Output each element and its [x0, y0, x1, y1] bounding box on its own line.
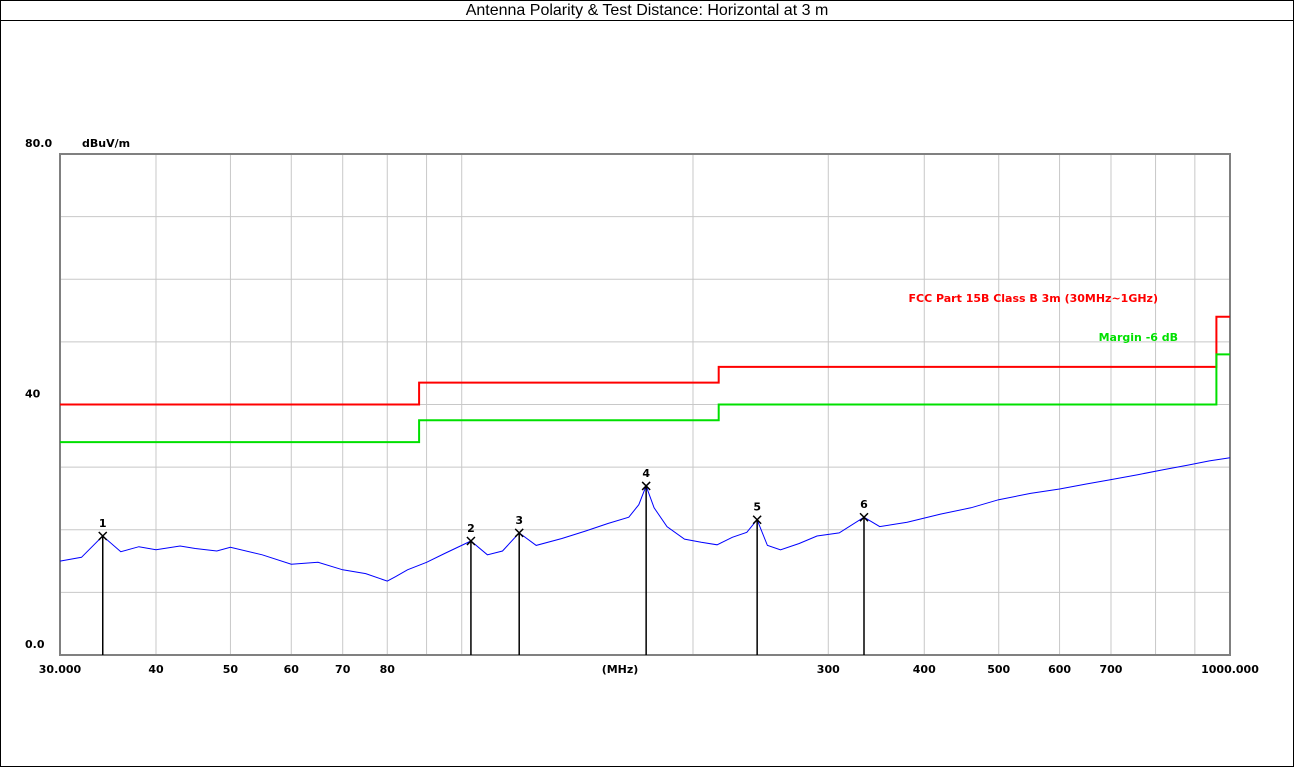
- y-tick-label: 40: [25, 388, 41, 401]
- x-tick-label: 50: [223, 663, 239, 676]
- marker-cross: [752, 515, 762, 525]
- x-tick-label: 80: [380, 663, 396, 676]
- chart-title: Antenna Polarity & Test Distance: Horizo…: [466, 2, 829, 19]
- marker-label: 6: [860, 498, 868, 511]
- marker-label: 5: [753, 501, 761, 514]
- y-tick-label: 0.0: [25, 638, 45, 651]
- x-tick-label: 30.000: [39, 663, 82, 676]
- marker-cross: [466, 536, 476, 546]
- x-tick-label: 400: [913, 663, 936, 676]
- marker-cross: [98, 531, 108, 541]
- marker-label: 1: [99, 517, 107, 530]
- series-line: [60, 315, 1230, 406]
- x-tick-label: 500: [987, 663, 1010, 676]
- x-tick-label: 60: [284, 663, 300, 676]
- x-tick-label: 700: [1100, 663, 1123, 676]
- series-line: [59, 457, 1231, 582]
- y-unit: dBuV/m: [82, 137, 130, 150]
- marker-label: 3: [515, 514, 523, 527]
- x-tick-label: 1000.000: [1201, 663, 1259, 676]
- y-tick-label: 80.0: [25, 137, 52, 150]
- x-tick-label: 70: [335, 663, 351, 676]
- x-tick-label: 300: [817, 663, 840, 676]
- marker-label: 2: [467, 522, 475, 535]
- x-tick-label: 600: [1048, 663, 1071, 676]
- legend-label: Margin -6 dB: [1099, 331, 1178, 344]
- legend-label: FCC Part 15B Class B 3m (30MHz~1GHz): [909, 292, 1159, 305]
- marker-label: 4: [642, 467, 650, 480]
- marker-cross: [859, 512, 869, 522]
- marker-cross: [514, 528, 524, 538]
- x-tick-label: 40: [148, 663, 164, 676]
- marker-cross: [641, 481, 651, 491]
- series-line: [60, 353, 1230, 444]
- x-axis-label: (MHz): [602, 663, 639, 676]
